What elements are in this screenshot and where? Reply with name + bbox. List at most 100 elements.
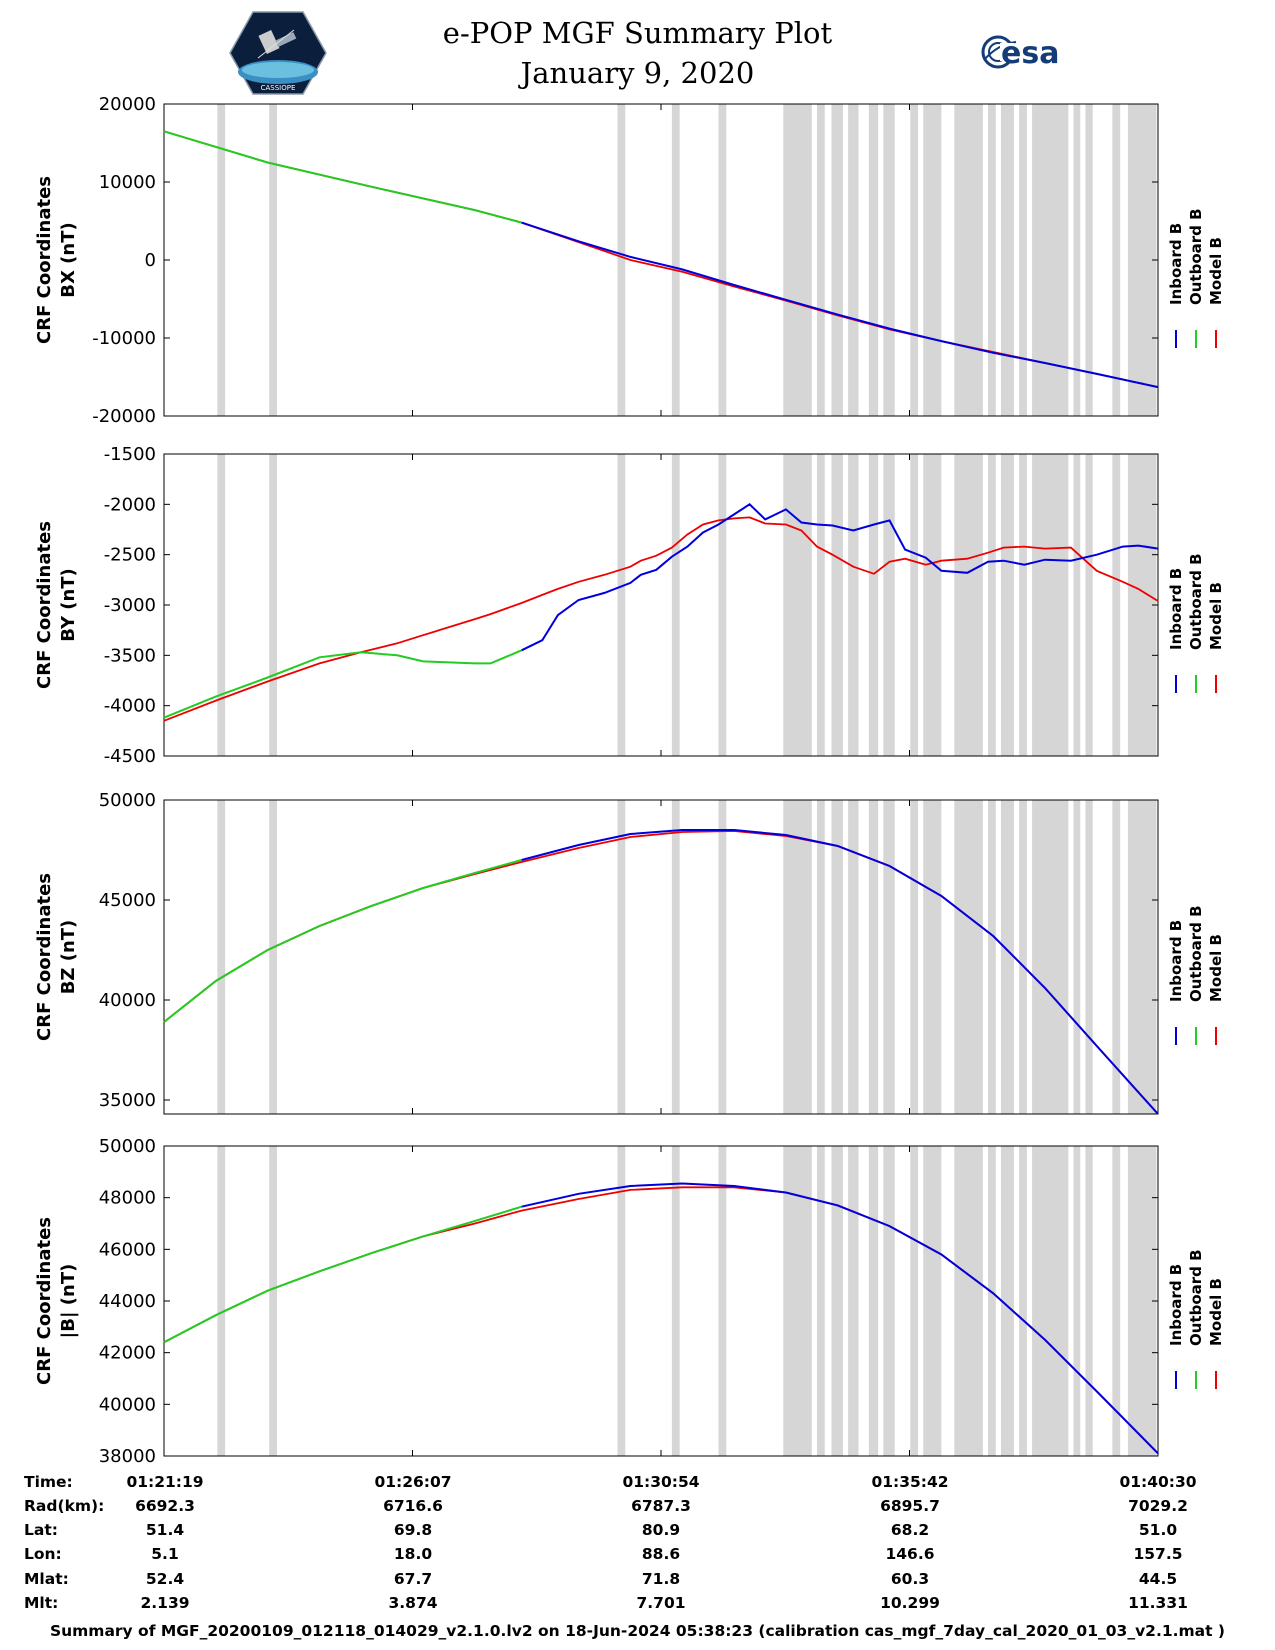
data-gap-band bbox=[671, 800, 680, 1114]
cassiope-logo-text: CASSIOPE bbox=[261, 84, 296, 92]
y-axis-label-line2: BX (nT) bbox=[58, 222, 79, 297]
data-gap-band bbox=[1085, 454, 1093, 756]
y-tick-label: -2500 bbox=[104, 545, 156, 566]
data-gap-band bbox=[923, 104, 942, 416]
inboard-b-line bbox=[521, 1182, 1159, 1455]
ephemeris-row-label: Mlt: bbox=[24, 1594, 58, 1612]
esa-logo-icon: esa bbox=[981, 35, 1059, 71]
ephemeris-row-label: Mlat: bbox=[24, 1570, 69, 1588]
data-gap-band bbox=[988, 454, 996, 756]
y-tick-label: -3500 bbox=[104, 645, 156, 666]
y-tick-label: 44000 bbox=[99, 1291, 156, 1312]
legend-label: Model B bbox=[1207, 934, 1225, 1002]
data-gap-band bbox=[848, 800, 859, 1114]
x-tick-label: 01:30:54 bbox=[622, 1473, 699, 1491]
ephemeris-value: 7029.2 bbox=[1128, 1497, 1188, 1515]
data-gap-band bbox=[1127, 1146, 1157, 1456]
data-gap-band bbox=[883, 104, 895, 416]
data-gap-band bbox=[671, 1146, 680, 1456]
y-axis-label-line1: CRF Coordinates bbox=[34, 1217, 55, 1385]
y-tick-label: -2000 bbox=[104, 494, 156, 515]
outboard-b-line bbox=[163, 859, 522, 1023]
y-axis-label-line1: CRF Coordinates bbox=[34, 176, 55, 344]
data-gap-band bbox=[1000, 104, 1014, 416]
data-gap-band bbox=[1032, 1146, 1069, 1456]
ephemeris-value: 6692.3 bbox=[135, 1497, 195, 1515]
data-gap-band bbox=[910, 104, 919, 416]
ephemeris-value: 7.701 bbox=[636, 1594, 685, 1612]
ephemeris-value: 44.5 bbox=[1139, 1570, 1177, 1588]
ephemeris-value: 146.6 bbox=[885, 1545, 934, 1563]
data-gap-band bbox=[617, 104, 626, 416]
y-tick-label: -20000 bbox=[92, 406, 156, 427]
data-gap-band bbox=[1032, 454, 1069, 756]
data-gap-band bbox=[816, 104, 825, 416]
ephemeris-value: 69.8 bbox=[394, 1521, 432, 1539]
y-tick-label: -4000 bbox=[104, 696, 156, 717]
data-gap-band bbox=[816, 1146, 825, 1456]
ephemeris-value: 10.299 bbox=[880, 1594, 940, 1612]
ephemeris-value: 6716.6 bbox=[383, 1497, 443, 1515]
legend-label: Model B bbox=[1207, 582, 1225, 650]
data-gap-band bbox=[617, 454, 626, 756]
data-gap-band bbox=[1019, 454, 1027, 756]
data-gap-band bbox=[1073, 1146, 1081, 1456]
y-axis-label-line2: |B| (nT) bbox=[58, 1264, 79, 1339]
y-axis-label-line2: BZ (nT) bbox=[58, 920, 79, 995]
y-tick-label: 50000 bbox=[99, 790, 156, 811]
data-gap-band bbox=[1127, 800, 1157, 1114]
data-gap-band bbox=[954, 800, 983, 1114]
ephemeris-value: 6787.3 bbox=[631, 1497, 691, 1515]
data-gap-band bbox=[217, 1146, 226, 1456]
legend-label: Outboard B bbox=[1187, 553, 1205, 650]
data-gap-band bbox=[718, 454, 727, 756]
ephemeris-row-label: Time: bbox=[24, 1473, 73, 1491]
data-gap-band bbox=[988, 800, 996, 1114]
x-tick-label: 01:35:42 bbox=[871, 1473, 948, 1491]
outboard-b-line bbox=[163, 130, 522, 224]
data-gap-band bbox=[1032, 800, 1069, 1114]
data-gap-band bbox=[783, 800, 812, 1114]
y-axis-label: CRF Coordinates BX (nT) bbox=[34, 176, 79, 344]
data-gap-band bbox=[269, 454, 277, 756]
data-gap-band bbox=[1073, 104, 1081, 416]
y-tick-label: 10000 bbox=[99, 172, 156, 193]
data-gap-band bbox=[868, 1146, 879, 1456]
data-gap-band bbox=[923, 454, 942, 756]
y-axis-label-line2: BY (nT) bbox=[58, 568, 79, 642]
data-gap-band bbox=[718, 104, 727, 416]
y-axis-label: CRF Coordinates BZ (nT) bbox=[34, 873, 79, 1041]
data-gap-band bbox=[1112, 800, 1121, 1114]
legend-label: Inboard B bbox=[1167, 223, 1185, 305]
y-axis-label: CRF Coordinates |B| (nT) bbox=[34, 1217, 79, 1385]
data-gap-band bbox=[831, 1146, 843, 1456]
y-tick-label: 45000 bbox=[99, 890, 156, 911]
legend-label: Outboard B bbox=[1187, 1249, 1205, 1346]
data-gap-band bbox=[1112, 1146, 1121, 1456]
data-gap-band bbox=[1000, 454, 1014, 756]
ephemeris-value: 67.7 bbox=[394, 1570, 432, 1588]
ephemeris-value: 51.0 bbox=[1139, 1521, 1177, 1539]
esa-logo-text: esa bbox=[1001, 36, 1059, 71]
ephemeris-value: 80.9 bbox=[642, 1521, 680, 1539]
data-gap-band bbox=[954, 454, 983, 756]
legend-label: Outboard B bbox=[1187, 208, 1205, 305]
data-gap-band bbox=[954, 104, 983, 416]
y-tick-label: 42000 bbox=[99, 1343, 156, 1364]
panel-bx: 20000 10000 0 -10000 -20000 CRF Coordinates BX… bbox=[34, 94, 1225, 427]
y-tick-label: -3000 bbox=[104, 595, 156, 616]
y-tick-label: 48000 bbox=[99, 1188, 156, 1209]
data-gap-band bbox=[1019, 104, 1027, 416]
data-gap-band bbox=[816, 454, 825, 756]
y-tick-label: -4500 bbox=[104, 746, 156, 767]
legend-label: Inboard B bbox=[1167, 1264, 1185, 1346]
data-gap-band bbox=[831, 104, 843, 416]
data-gap-band bbox=[910, 454, 919, 756]
ephemeris-value: 88.6 bbox=[642, 1545, 680, 1563]
ephemeris-value: 2.139 bbox=[140, 1594, 189, 1612]
data-gap-band bbox=[1112, 454, 1121, 756]
legend-label: Outboard B bbox=[1187, 905, 1205, 1002]
ephemeris-value: 51.4 bbox=[146, 1521, 184, 1539]
data-gap-band bbox=[910, 800, 919, 1114]
ephemeris-row-label: Lon: bbox=[24, 1545, 62, 1563]
